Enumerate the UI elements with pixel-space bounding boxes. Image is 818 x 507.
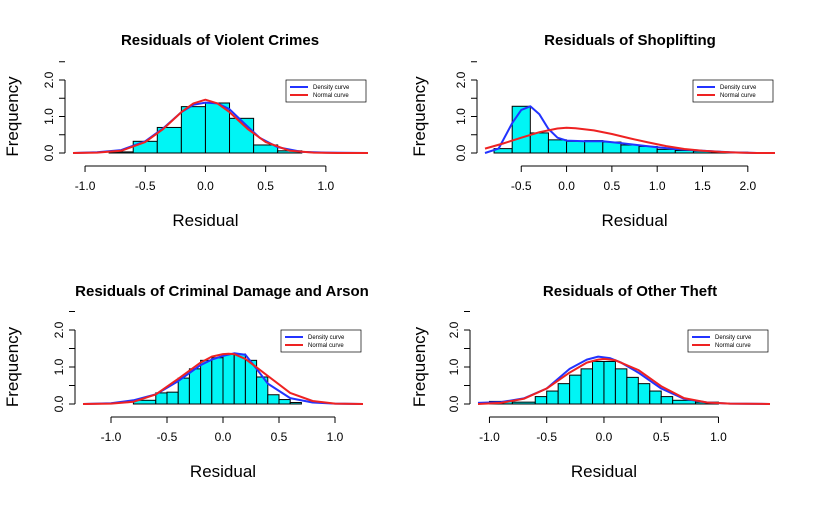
y-tick-label: 2.0 — [52, 321, 66, 338]
histogram-bar — [569, 374, 582, 405]
y-tick-label: 0.0 — [52, 395, 66, 412]
x-tick-label: -0.5 — [135, 179, 156, 193]
legend-label: Normal curve — [715, 343, 751, 349]
y-axis-title: Frequency — [3, 326, 22, 407]
x-tick-label: 1.5 — [694, 179, 711, 193]
x-tick-label: 1.0 — [710, 430, 727, 444]
histogram-bar — [253, 144, 279, 154]
x-tick-label: 1.0 — [649, 179, 666, 193]
x-axis-title: Residual — [172, 211, 238, 230]
x-tick-label: 0.0 — [215, 430, 232, 444]
histogram-bar — [200, 359, 213, 405]
y-tick-label: 2.0 — [447, 321, 461, 338]
legend-label: Density curve — [308, 335, 345, 341]
y-tick-label: 1.0 — [52, 358, 66, 375]
histogram-bar — [278, 399, 291, 405]
histogram-bar — [211, 357, 224, 405]
x-tick-label: -1.0 — [479, 430, 500, 444]
y-tick-label: 1.0 — [42, 108, 56, 125]
legend-label: Density curve — [715, 335, 752, 341]
histogram-bar — [222, 353, 235, 405]
histogram-bar — [603, 360, 616, 405]
y-tick-label: 2.0 — [454, 71, 468, 88]
x-tick-label: -1.0 — [101, 430, 122, 444]
legend-label: Normal curve — [313, 93, 349, 99]
x-tick-label: 0.5 — [271, 430, 288, 444]
legend-label: Density curve — [313, 85, 350, 91]
y-tick-label: 0.0 — [454, 144, 468, 161]
chart-title: Residuals of Other Theft — [543, 283, 717, 300]
legend-label: Normal curve — [308, 343, 344, 349]
x-tick-label: 0.5 — [257, 179, 274, 193]
legend-box — [687, 329, 769, 353]
legend-label: Density curve — [720, 85, 757, 91]
histogram-bar — [566, 140, 586, 154]
chart-title: Residuals of Shoplifting — [544, 32, 716, 49]
y-tick-label: 1.0 — [454, 108, 468, 125]
chart-panel-2: Residuals of Shoplifting -0.5 0.0 0.5 1.0 1.5… — [410, 32, 775, 230]
histogram-bar — [534, 396, 548, 405]
y-axis-title: Frequency — [410, 76, 429, 157]
histogram-bar — [177, 377, 190, 405]
chart-title: Residuals of Violent Crimes — [121, 32, 319, 49]
y-tick-label: 1.0 — [447, 358, 461, 375]
histogram-bar — [267, 394, 280, 405]
x-tick-label: 0.0 — [197, 179, 214, 193]
histogram-bar — [166, 391, 179, 405]
x-tick-label: 0.0 — [558, 179, 575, 193]
x-tick-label: -0.5 — [536, 430, 557, 444]
chart-title: Residuals of Criminal Damage and Arson — [75, 283, 369, 300]
x-axis-title: Residual — [190, 462, 256, 481]
normal-curve — [82, 352, 364, 405]
x-axis-title: Residual — [571, 462, 637, 481]
x-tick-label: 0.5 — [604, 179, 621, 193]
y-tick-label: 0.0 — [447, 395, 461, 412]
histogram-bar — [626, 376, 639, 405]
y-axis-title: Frequency — [410, 326, 429, 407]
y-tick-label: 2.0 — [42, 71, 56, 88]
histogram-bar — [614, 368, 628, 405]
histogram-bar — [180, 106, 206, 154]
histogram-bar — [511, 401, 536, 405]
chart-panel-1: Residuals of Violent Crimes -1.0 -0.5 0.0 0.… — [3, 32, 369, 230]
normal-curve — [484, 126, 775, 154]
normal-curve — [72, 98, 368, 154]
legend-box — [692, 79, 774, 103]
histogram-bar — [233, 353, 246, 405]
histogram-bar — [584, 140, 604, 154]
histogram-bar — [637, 383, 651, 405]
histogram-bar — [289, 402, 302, 405]
normal-curve — [477, 357, 771, 405]
histogram-bar — [529, 132, 549, 154]
histogram-bar — [580, 368, 594, 405]
histogram-bar — [188, 368, 202, 405]
x-tick-label: 1.0 — [318, 179, 335, 193]
x-tick-label: 0.0 — [596, 430, 613, 444]
y-tick-label: 0.0 — [42, 144, 56, 161]
legend-box — [280, 329, 362, 353]
histogram-bar — [592, 360, 605, 405]
chart-panel-4: Residuals of Other Theft -1.0 -0.5 0.0 0.5 1.… — [410, 283, 771, 481]
histogram-bar — [620, 144, 640, 154]
histogram-bar — [156, 126, 182, 154]
x-tick-label: 2.0 — [739, 179, 756, 193]
legend-label: Normal curve — [720, 93, 756, 99]
histogram-bar — [547, 139, 568, 154]
histogram-bar — [557, 383, 571, 405]
chart-panel-3: Residuals of Criminal Damage and Arson -1… — [3, 283, 369, 481]
x-tick-label: -0.5 — [511, 179, 532, 193]
histogram-bar — [649, 390, 662, 405]
histogram-bar — [660, 396, 674, 405]
x-tick-label: 1.0 — [327, 430, 344, 444]
histogram-bar — [656, 148, 676, 154]
x-axis-title: Residual — [601, 211, 667, 230]
x-tick-label: 0.5 — [653, 430, 670, 444]
x-tick-label: -0.5 — [157, 430, 178, 444]
x-tick-label: -1.0 — [75, 179, 96, 193]
histogram-bar — [546, 390, 559, 405]
y-axis-title: Frequency — [3, 76, 22, 157]
legend-box — [285, 79, 367, 103]
histogram-bar — [511, 105, 531, 154]
